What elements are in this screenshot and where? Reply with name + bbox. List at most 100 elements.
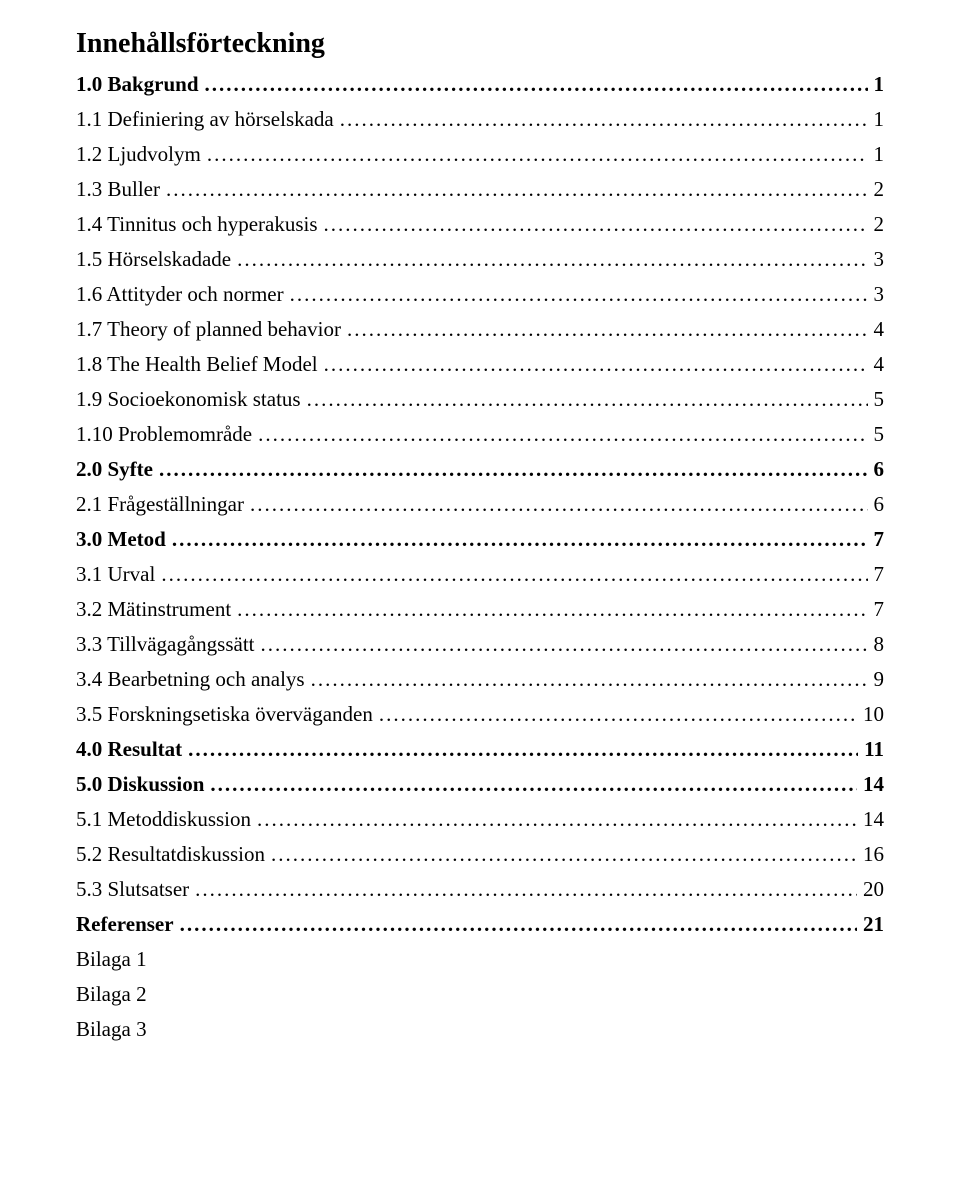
toc-entry-label: 3.2 Mätinstrument [76, 599, 231, 620]
toc-entry: 3.3 Tillvägagångssätt 8 [76, 634, 884, 655]
toc-leader-dots [237, 249, 867, 270]
toc-entry: 1.4 Tinnitus och hyperakusis 2 [76, 214, 884, 235]
toc-entry: Referenser 21 [76, 914, 884, 935]
toc-leader-dots [271, 844, 857, 865]
toc-entry: 1.9 Socioekonomisk status 5 [76, 389, 884, 410]
toc-entry-label: 1.9 Socioekonomisk status [76, 389, 301, 410]
toc-entry-page: 20 [863, 879, 884, 900]
toc-entry-label: 1.7 Theory of planned behavior [76, 319, 341, 340]
toc-entry-page: 5 [874, 424, 885, 445]
toc-entry-label: 1.5 Hörselskadade [76, 249, 231, 270]
toc-entry-page: 11 [864, 739, 884, 760]
toc-entry: 5.2 Resultatdiskussion 16 [76, 844, 884, 865]
toc-title: Innehållsförteckning [76, 28, 884, 60]
toc-leader-dots [207, 144, 868, 165]
toc-entry-page: 6 [874, 494, 885, 515]
toc-entry: 1.0 Bakgrund 1 [76, 74, 884, 95]
toc-entry: 2.0 Syfte 6 [76, 459, 884, 480]
toc-leader-dots [307, 389, 868, 410]
toc-entry: 1.3 Buller 2 [76, 179, 884, 200]
toc-entry: 1.2 Ljudvolym1 [76, 144, 884, 165]
toc-entry-label: 1.10 Problemområde [76, 424, 252, 445]
toc-leader-dots [379, 704, 857, 725]
toc-entry-page: 4 [874, 319, 885, 340]
toc-leader-dots [261, 634, 868, 655]
toc-entry-label: 1.8 The Health Belief Model [76, 354, 318, 375]
toc-entry-page: 16 [863, 844, 884, 865]
toc-entry-page: 2 [874, 179, 885, 200]
toc-entry-page: 1 [874, 74, 885, 95]
toc-entry-page: 5 [874, 389, 885, 410]
appendix-entry: Bilaga 1 [76, 949, 884, 970]
toc-entry-label: 3.0 Metod [76, 529, 166, 550]
toc-entry-label: 1.3 Buller [76, 179, 160, 200]
toc-entry: 5.0 Diskussion 14 [76, 774, 884, 795]
document-page: Innehållsförteckning 1.0 Bakgrund 1 1.1 De… [0, 0, 960, 1080]
appendix-list: Bilaga 1 Bilaga 2 Bilaga 3 [76, 949, 884, 1040]
toc-entry: 1.5 Hörselskadade 3 [76, 249, 884, 270]
toc-leader-dots [290, 284, 868, 305]
toc-entry-label: 5.1 Metoddiskussion [76, 809, 251, 830]
toc-entry: 3.1 Urval 7 [76, 564, 884, 585]
toc-entry-label: 5.2 Resultatdiskussion [76, 844, 265, 865]
toc-entry: 5.3 Slutsatser 20 [76, 879, 884, 900]
toc-entry: 1.1 Definiering av hörselskada1 [76, 109, 884, 130]
appendix-entry: Bilaga 3 [76, 1019, 884, 1040]
toc-entry-page: 7 [874, 564, 885, 585]
toc-entry-page: 6 [874, 459, 885, 480]
toc-entry-label: 3.3 Tillvägagångssätt [76, 634, 255, 655]
toc-entry-label: 3.1 Urval [76, 564, 155, 585]
toc-entry-label: 3.5 Forskningsetiska överväganden [76, 704, 373, 725]
appendix-entry: Bilaga 2 [76, 984, 884, 1005]
toc-entry-page: 9 [874, 669, 885, 690]
toc-entry: 3.4 Bearbetning och analys 9 [76, 669, 884, 690]
toc-entry: 3.5 Forskningsetiska överväganden10 [76, 704, 884, 725]
toc-entry-page: 3 [874, 284, 885, 305]
toc-leader-dots [210, 774, 857, 795]
toc-leader-dots [180, 914, 857, 935]
toc-entry-page: 14 [863, 809, 884, 830]
toc-entry-page: 4 [874, 354, 885, 375]
toc-entry-page: 7 [874, 529, 885, 550]
toc-entry-page: 3 [874, 249, 885, 270]
toc-leader-dots [159, 459, 868, 480]
toc-leader-dots [161, 564, 867, 585]
toc-entry-label: 1.2 Ljudvolym [76, 144, 201, 165]
toc-entry-label: Referenser [76, 914, 174, 935]
toc-entry-label: 1.6 Attityder och normer [76, 284, 284, 305]
toc-leader-dots [324, 214, 868, 235]
toc-entry: 1.10 Problemområde 5 [76, 424, 884, 445]
toc-leader-dots [172, 529, 868, 550]
toc-entry-label: 1.4 Tinnitus och hyperakusis [76, 214, 318, 235]
toc-leader-dots [257, 809, 857, 830]
toc-leader-dots [311, 669, 868, 690]
toc-leader-dots [324, 354, 868, 375]
toc-entry: 3.0 Metod 7 [76, 529, 884, 550]
toc-entry-label: 3.4 Bearbetning och analys [76, 669, 305, 690]
toc-entry-label: 5.3 Slutsatser [76, 879, 189, 900]
toc-entry: 2.1 Frågeställningar 6 [76, 494, 884, 515]
toc-entry-label: 1.1 Definiering av hörselskada [76, 109, 334, 130]
toc-entry-page: 7 [874, 599, 885, 620]
toc-entry-page: 21 [863, 914, 884, 935]
toc-entry-label: 4.0 Resultat [76, 739, 182, 760]
toc-entry-page: 2 [874, 214, 885, 235]
toc-entry-page: 8 [874, 634, 885, 655]
toc-leader-dots [195, 879, 857, 900]
toc-entry-label: 5.0 Diskussion [76, 774, 204, 795]
toc-leader-dots [188, 739, 858, 760]
toc-entry: 1.6 Attityder och normer 3 [76, 284, 884, 305]
toc-entry-label: 2.1 Frågeställningar [76, 494, 244, 515]
toc-entry: 3.2 Mätinstrument 7 [76, 599, 884, 620]
toc-entry: 5.1 Metoddiskussion 14 [76, 809, 884, 830]
toc-leader-dots [166, 179, 868, 200]
toc-entry: 1.8 The Health Belief Model 4 [76, 354, 884, 375]
toc-leader-dots [237, 599, 867, 620]
toc-entry: 4.0 Resultat 11 [76, 739, 884, 760]
toc-leader-dots [347, 319, 868, 340]
toc-entry-label: 2.0 Syfte [76, 459, 153, 480]
toc-leader-dots [250, 494, 868, 515]
toc-leader-dots [205, 74, 868, 95]
toc-entry-page: 14 [863, 774, 884, 795]
toc-entry-label: 1.0 Bakgrund [76, 74, 199, 95]
